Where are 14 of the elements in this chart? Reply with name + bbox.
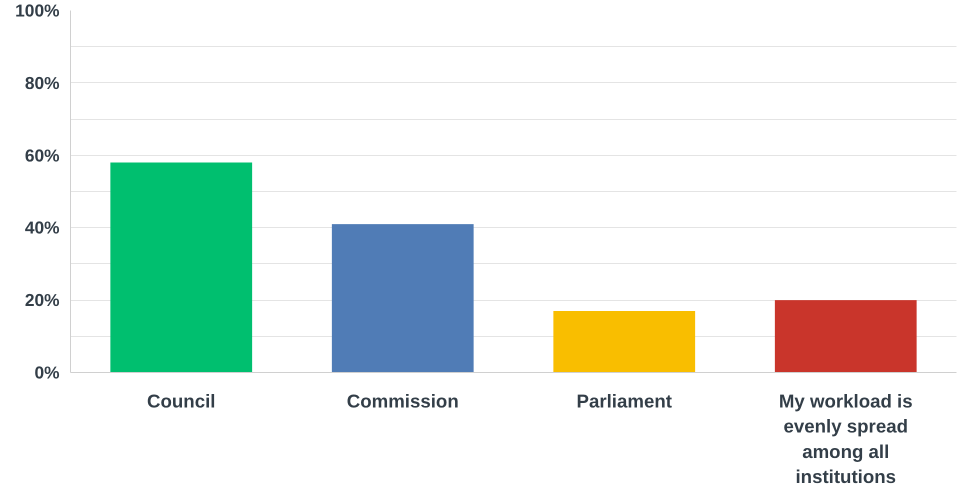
bar bbox=[774, 300, 917, 372]
x-tick-label: Parliament bbox=[576, 390, 672, 412]
y-tick-label: 20% bbox=[24, 290, 60, 310]
y-tick-label: 0% bbox=[34, 362, 60, 382]
bar bbox=[332, 224, 474, 372]
bar bbox=[553, 310, 696, 372]
y-tick-label: 60% bbox=[24, 145, 60, 166]
x-tick-label: Commission bbox=[346, 390, 459, 412]
y-tick-label: 40% bbox=[24, 218, 60, 238]
y-tick-label: 100% bbox=[15, 0, 60, 20]
x-tick-label: My workload is evenly spread among all institutions bbox=[778, 390, 913, 488]
bar bbox=[110, 162, 252, 372]
x-tick-label: Council bbox=[147, 390, 216, 412]
y-tick-label: 80% bbox=[24, 72, 60, 93]
